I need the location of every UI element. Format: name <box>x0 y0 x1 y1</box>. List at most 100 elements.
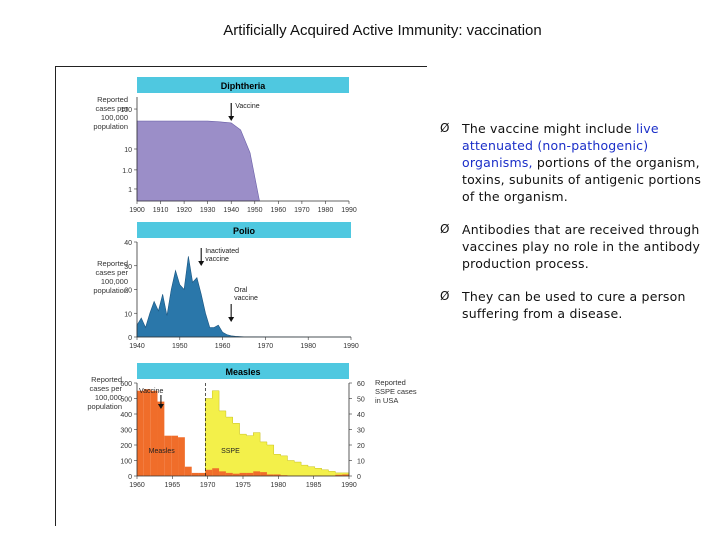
chart-header-bar <box>137 222 351 238</box>
bullet-1-text-end: portions of the organism, toxins, subuni… <box>462 155 702 204</box>
measles-bar <box>157 401 165 476</box>
axis-label-line: cases per <box>95 104 128 113</box>
polio-area <box>136 256 351 338</box>
y-tick-label: 30 <box>124 264 132 271</box>
x-tick-label: 1960 <box>129 482 145 489</box>
x-tick-label: 1990 <box>341 207 357 214</box>
axis-label-line: Reported <box>375 378 406 387</box>
vaccine-arrowhead-icon <box>228 116 235 121</box>
measles-bar <box>253 471 261 476</box>
vaccine-arrowhead-icon <box>228 317 235 322</box>
y-tick-label: 1 <box>128 187 132 194</box>
y-tick-label: 10 <box>124 311 132 318</box>
x-tick-label: 1970 <box>294 207 310 214</box>
axis-label-line: 100,000 <box>101 277 128 286</box>
measles-bar <box>198 472 206 476</box>
bullet-2-text: Antibodies that are received through vac… <box>462 222 701 271</box>
y-tick-label: 300 <box>120 428 132 435</box>
x-tick-label: 1940 <box>129 343 145 350</box>
y2-tick-label: 10 <box>357 459 365 466</box>
inactivated-vaccine-annotation: Inactivated <box>205 248 239 255</box>
measles-bar <box>225 472 233 476</box>
oral-vaccine-annotation: Oral <box>234 287 248 294</box>
measles-bar <box>273 474 281 476</box>
chart-header-bar <box>137 77 349 93</box>
y-tick-label: 1.0 <box>122 168 132 175</box>
measles-series-label: Measles <box>149 448 176 455</box>
x-tick-label: 1980 <box>300 343 316 350</box>
x-tick-label: 1965 <box>165 482 181 489</box>
y-tick-label: 100 <box>120 459 132 466</box>
y-tick-label: 0 <box>128 474 132 481</box>
y-tick-label: 100 <box>120 107 132 114</box>
x-tick-label: 1980 <box>318 207 334 214</box>
measles-bar <box>171 435 179 476</box>
x-tick-label: 1920 <box>176 207 192 214</box>
vaccine-annotation: Vaccine <box>235 103 259 110</box>
x-tick-label: 1940 <box>223 207 239 214</box>
x-tick-label: 1900 <box>129 207 145 214</box>
chart-title: Measles <box>225 367 260 377</box>
axis-label-line: in USA <box>375 396 398 405</box>
chart-title: Diphtheria <box>221 81 266 91</box>
axis-label-line: 100,000 <box>101 113 128 122</box>
arrow-bullet-icon: Ø <box>440 121 450 135</box>
measles-bar <box>239 472 247 476</box>
y2-tick-label: 20 <box>357 443 365 450</box>
x-tick-label: 1980 <box>271 482 287 489</box>
axis-label-line: SSPE cases <box>375 387 417 396</box>
x-tick-label: 1990 <box>341 482 357 489</box>
bullet-1-text-start: The vaccine might include <box>462 121 636 136</box>
bullet-item-2: Ø Antibodies that are received through v… <box>440 221 710 272</box>
measles-bar <box>232 473 240 476</box>
measles-bar <box>246 472 254 476</box>
y-tick-label: 40 <box>124 240 132 247</box>
y2-tick-label: 0 <box>357 474 361 481</box>
measles-bar <box>260 472 267 476</box>
sspe-area <box>205 390 350 477</box>
axis-label-line: Reported <box>97 95 128 104</box>
measles-bar <box>164 435 172 476</box>
measles-bar <box>219 471 226 476</box>
bullet-item-1: Ø The vaccine might include live attenua… <box>440 120 710 205</box>
measles-bar <box>184 466 192 476</box>
y-tick-label: 600 <box>120 381 132 388</box>
y-tick-label: 20 <box>124 288 132 295</box>
measles-bar <box>143 389 151 476</box>
x-tick-label: 1930 <box>200 207 216 214</box>
oral-vaccine-annotation: vaccine <box>234 295 258 302</box>
x-tick-label: 1950 <box>172 343 188 350</box>
x-tick-label: 1970 <box>200 482 216 489</box>
y-tick-label: 0 <box>128 335 132 342</box>
y2-tick-label: 50 <box>357 397 365 404</box>
vaccine-annotation: Vaccine <box>139 388 163 395</box>
y2-tick-label: 60 <box>357 381 365 388</box>
arrow-bullet-icon: Ø <box>440 222 450 236</box>
inactivated-vaccine-annotation: vaccine <box>205 256 229 263</box>
y2-tick-label: 40 <box>357 412 365 419</box>
x-tick-label: 1950 <box>247 207 263 214</box>
x-tick-label: 1960 <box>271 207 287 214</box>
y-tick-label: 200 <box>120 443 132 450</box>
measles-bar <box>137 390 144 476</box>
axis-label-line: Reported <box>91 375 122 384</box>
chart-title: Polio <box>233 226 256 236</box>
measles-bar <box>266 474 274 476</box>
x-tick-label: 1910 <box>153 207 169 214</box>
y-tick-label: 500 <box>120 397 132 404</box>
measles-bar <box>178 437 185 476</box>
axis-label-line: Reported <box>97 259 128 268</box>
axis-label-line: cases per <box>89 384 122 393</box>
axis-label-line: cases per <box>95 268 128 277</box>
axis-label-line: population <box>87 402 122 411</box>
measles-bar <box>205 469 213 476</box>
axis-label-line: 100,000 <box>95 393 122 402</box>
measles-bar <box>150 390 158 476</box>
x-tick-label: 1960 <box>215 343 231 350</box>
axis-label-line: population <box>93 286 128 295</box>
sspe-series-label: SSPE <box>221 448 240 455</box>
x-tick-label: 1975 <box>235 482 251 489</box>
